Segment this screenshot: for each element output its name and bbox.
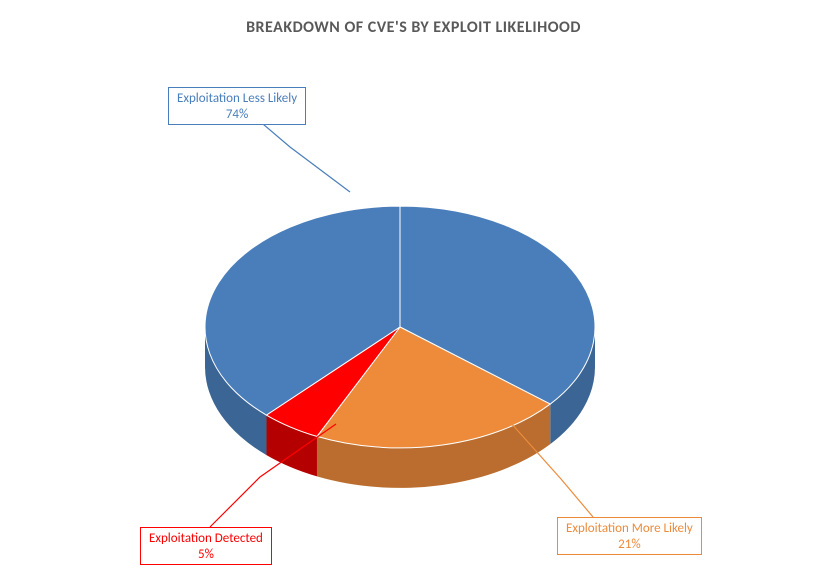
callout-less_likely: Exploitation Less Likely74% bbox=[168, 87, 306, 125]
callout-label: Exploitation Less Likely bbox=[177, 91, 297, 106]
callout-percent: 5% bbox=[149, 547, 263, 563]
pie-chart: Exploitation Less Likely74%Exploitation … bbox=[0, 37, 827, 577]
chart-title: BREAKDOWN OF CVE'S BY EXPLOIT LIKELIHOOD bbox=[0, 18, 827, 37]
callout-label: Exploitation Detected bbox=[149, 531, 263, 546]
callout-more_likely: Exploitation More Likely21% bbox=[557, 517, 702, 555]
callout-detected: Exploitation Detected5% bbox=[140, 527, 272, 565]
callout-percent: 74% bbox=[177, 107, 297, 123]
callout-percent: 21% bbox=[566, 537, 693, 553]
pie-svg bbox=[0, 37, 827, 577]
callout-label: Exploitation More Likely bbox=[566, 521, 693, 536]
